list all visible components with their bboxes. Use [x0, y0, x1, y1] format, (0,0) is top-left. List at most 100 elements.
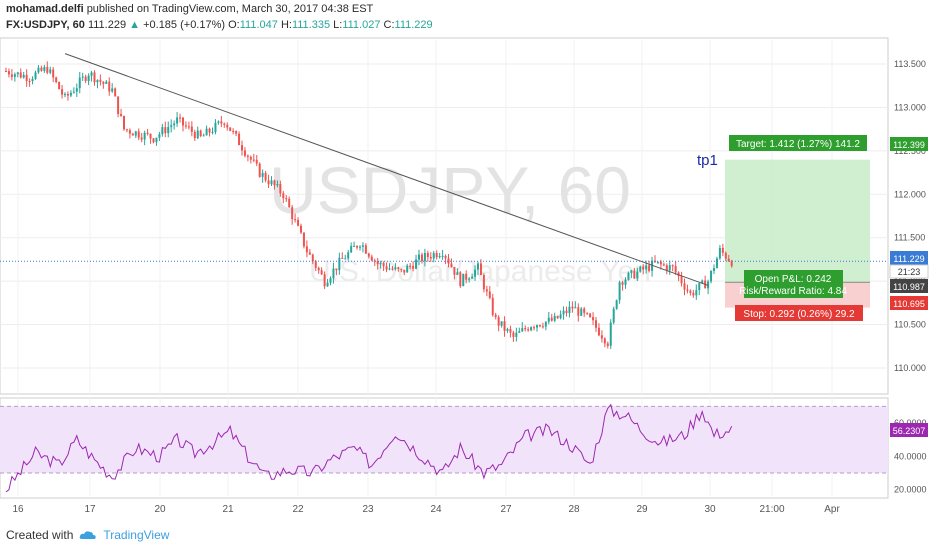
candle-body	[689, 290, 692, 293]
candle-body	[149, 133, 152, 139]
candle-body	[595, 320, 597, 328]
candle-body	[297, 219, 300, 226]
x-tick-label: 30	[704, 504, 716, 515]
candle-body	[111, 88, 114, 92]
candle-body	[409, 265, 412, 267]
candle-body	[64, 94, 66, 96]
candle-body	[715, 258, 718, 269]
candle-body	[81, 76, 84, 78]
candle-body	[565, 310, 568, 314]
candle-body	[335, 268, 338, 271]
created-with-text: Created with	[6, 528, 74, 542]
candle-body	[662, 264, 665, 266]
candle-body	[347, 252, 350, 259]
candle-body	[695, 290, 698, 296]
candle-body	[199, 130, 202, 137]
price-chart[interactable]: USDJPY, 60 U.S. Dollar/Japanese Yen tp1 …	[0, 0, 932, 520]
candle-body	[474, 269, 477, 277]
candle-body	[683, 283, 686, 290]
candle-body	[184, 125, 187, 127]
candle-body	[586, 312, 589, 314]
candle-body	[509, 329, 512, 333]
candle-body	[497, 317, 500, 326]
candle-body	[226, 124, 229, 128]
entry-price-tag	[890, 279, 928, 293]
candle-body	[559, 314, 562, 319]
candle-body	[397, 267, 400, 269]
candle-body	[494, 314, 497, 318]
target-text: Target: 1.412 (1.27%) 141.2	[736, 139, 860, 150]
candle-body	[179, 117, 182, 119]
candle-body	[391, 268, 394, 270]
time-axis[interactable]: 16 17 20 21 22 23 24 27 28 29 30 21:00 Apr	[12, 504, 840, 515]
candle-body	[217, 121, 220, 123]
close-label: C:	[383, 19, 395, 31]
candle-body	[456, 272, 459, 275]
candle-body	[453, 267, 456, 275]
candle-body	[25, 74, 28, 82]
candle-body	[161, 127, 164, 135]
rsi-value-tag	[890, 423, 928, 437]
countdown-label: 21:23	[898, 267, 921, 277]
candle-body	[264, 172, 267, 181]
candle-body	[105, 81, 108, 84]
candle-body	[7, 71, 10, 75]
price-axis[interactable]: 113.500113.000112.500112.000111.500111.0…	[894, 59, 926, 373]
target-price-label: 112.399	[893, 140, 925, 150]
candle-body	[37, 67, 40, 73]
low-value: 111.027	[342, 19, 381, 31]
candle-body	[211, 131, 214, 133]
y-tick-label: 113.500	[894, 59, 926, 69]
candle-body	[627, 272, 630, 280]
candle-body	[167, 127, 170, 134]
candle-body	[606, 343, 609, 346]
target-box[interactable]	[729, 135, 867, 151]
open-label: O:	[228, 19, 240, 31]
candle-body	[131, 133, 134, 136]
candle-body	[388, 268, 391, 270]
candle-body	[16, 72, 19, 75]
trendline[interactable]	[64, 53, 709, 286]
candle-body	[553, 315, 556, 321]
candle-body	[603, 338, 606, 344]
candle-body	[152, 138, 155, 143]
candle-body	[205, 128, 208, 136]
candle-body	[341, 257, 344, 259]
footer: Created with TradingView	[6, 528, 169, 542]
candle-body	[311, 254, 314, 262]
candle-body	[379, 263, 382, 265]
candle-body	[258, 163, 261, 177]
candle-body	[46, 66, 49, 73]
candle-body	[692, 292, 695, 296]
author-name[interactable]: mohamad.delfi	[6, 3, 84, 15]
candle-body	[155, 137, 158, 143]
candle-body	[288, 198, 291, 208]
candle-body	[361, 245, 364, 247]
candle-body	[314, 261, 317, 268]
candle-body	[686, 289, 689, 291]
published-text: published on TradingView.com, March 30, …	[86, 3, 374, 15]
candle-body	[208, 128, 211, 133]
symbol-label: FX:USDJPY, 60	[6, 19, 85, 31]
pl-box[interactable]	[744, 270, 843, 298]
candle-body	[680, 276, 683, 284]
candle-body	[190, 126, 193, 132]
candle-body	[671, 265, 674, 267]
candle-body	[656, 261, 659, 263]
candle-body	[468, 278, 471, 280]
tradingview-brand[interactable]: TradingView	[103, 528, 170, 542]
candle-body	[182, 117, 184, 126]
x-tick-label: 28	[568, 504, 580, 515]
candle-body	[285, 198, 288, 200]
tp1-label[interactable]: tp1	[697, 152, 718, 169]
candle-body	[329, 278, 332, 283]
candle-body	[491, 297, 494, 315]
candle-body	[512, 332, 515, 337]
candle-body	[276, 184, 279, 186]
target-zone[interactable]	[725, 159, 870, 283]
candle-body	[196, 130, 199, 139]
stop-box[interactable]	[735, 305, 863, 321]
candle-body	[713, 268, 715, 271]
candle-body	[444, 255, 447, 259]
candle-body	[338, 257, 341, 271]
